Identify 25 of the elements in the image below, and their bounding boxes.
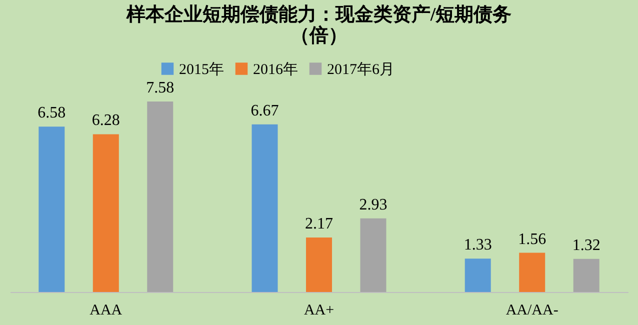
- legend-label: 2016年: [253, 60, 298, 78]
- data-label: 1.32: [572, 236, 600, 254]
- data-label: 1.33: [464, 236, 492, 254]
- data-label: 6.28: [92, 112, 120, 130]
- data-label: 6.67: [250, 102, 279, 120]
- bar: [519, 252, 546, 292]
- data-label: 2.17: [305, 215, 333, 232]
- x-tick-label: AA/AA-: [506, 302, 558, 318]
- bar: [573, 258, 600, 292]
- data-label: 6.58: [38, 104, 66, 122]
- data-label: 1.56: [518, 230, 546, 248]
- bar: [464, 258, 491, 292]
- bar: [92, 134, 119, 292]
- bar: [360, 218, 386, 292]
- data-label: 7.58: [146, 80, 174, 97]
- bar: [252, 124, 278, 292]
- data-label: 2.93: [359, 196, 388, 214]
- legend-label: 2017年6月: [327, 60, 394, 78]
- bar: [306, 237, 332, 292]
- x-tick-label: AAA: [90, 302, 122, 318]
- x-tick-label: AA+: [304, 302, 334, 318]
- bar: [38, 126, 65, 292]
- chart-title: 样本企业短期偿债能力：现金类资产/短期债务（倍）: [125, 4, 512, 47]
- legend-label: 2015年: [179, 60, 224, 78]
- bar: [147, 102, 174, 292]
